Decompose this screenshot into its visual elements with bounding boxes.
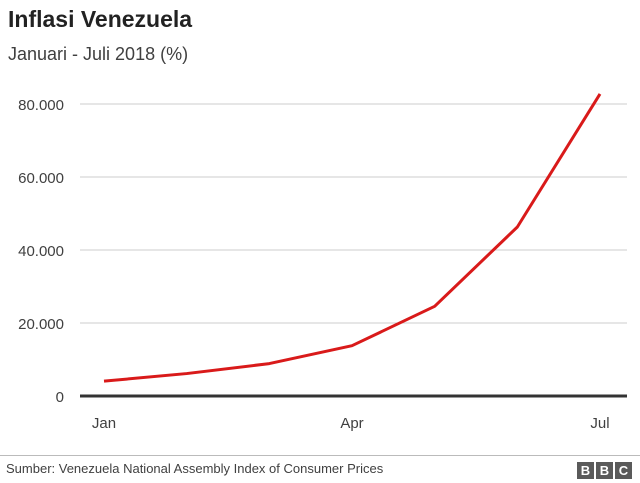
- series-line: [103, 93, 602, 383]
- x-tick-label: Apr: [340, 415, 363, 432]
- y-tick-label: 60.000: [18, 170, 64, 187]
- y-tick-label: 20.000: [18, 316, 64, 333]
- chart-subtitle: Januari - Juli 2018 (%): [8, 44, 189, 64]
- divider: [0, 455, 640, 456]
- x-tick-label: Jul: [590, 415, 609, 432]
- chart-title: Inflasi Venezuela: [8, 6, 193, 32]
- x-tick-label: Jan: [92, 415, 116, 432]
- y-tick-label: 80.000: [18, 97, 64, 114]
- source-note: Sumber: Venezuela National Assembly Inde…: [6, 461, 384, 476]
- chart-plot: 0 20.000 40.000 60.000 80.000 Jan Apr Jul: [18, 93, 627, 432]
- y-tick-label: 40.000: [18, 243, 64, 260]
- y-tick-label: 0: [56, 389, 64, 406]
